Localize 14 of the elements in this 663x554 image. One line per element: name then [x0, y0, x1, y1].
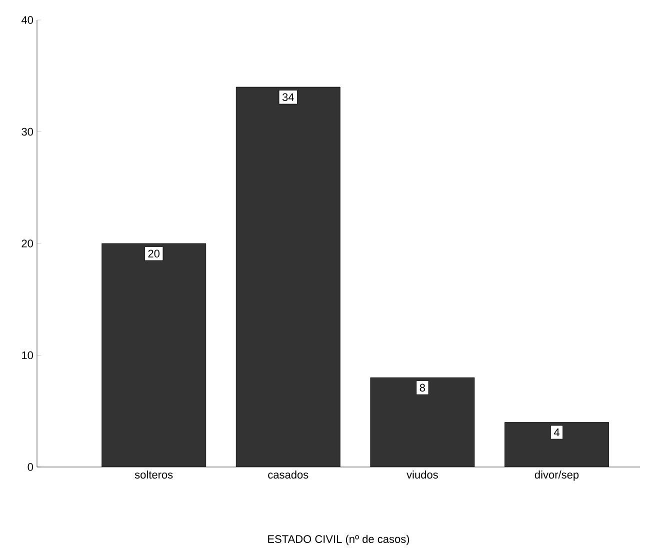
data-label: 4 [554, 428, 560, 436]
data-label: 34 [282, 93, 294, 102]
y-tick-label: 0 [28, 463, 34, 471]
x-axis-title: ESTADO CIVIL (nº de casos) [268, 534, 410, 546]
y-tick-label: 40 [21, 16, 34, 24]
x-tick-label: viudos [406, 470, 438, 479]
y-tick-label: 10 [22, 351, 34, 360]
x-tick-label: solteros [134, 470, 173, 479]
y-tick-label: 30 [22, 128, 34, 136]
data-label: 8 [420, 384, 426, 392]
data-label: 20 [148, 250, 160, 258]
x-tick-label: casados [268, 470, 308, 479]
y-tick-label: 20 [22, 240, 34, 248]
x-tick-label: divor/sep [534, 470, 579, 481]
